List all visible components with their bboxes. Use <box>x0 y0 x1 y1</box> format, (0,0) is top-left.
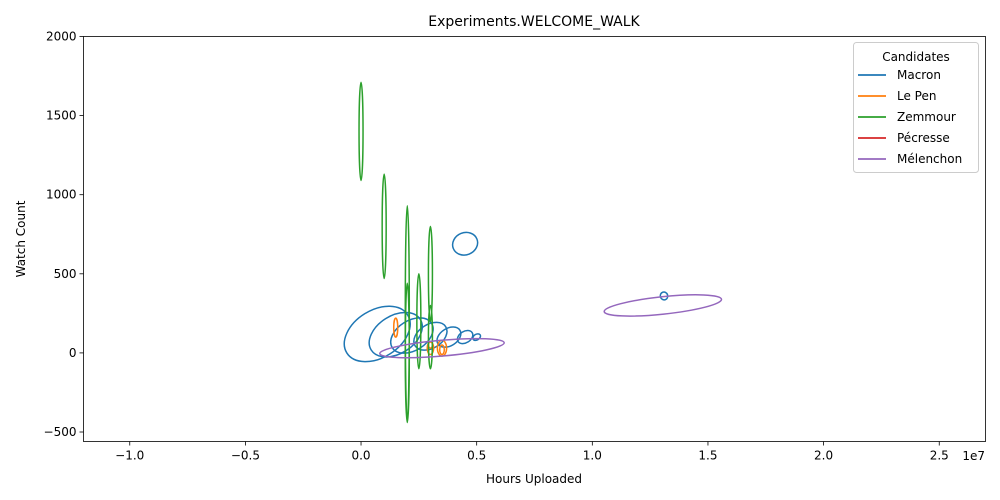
legend-title: Candidates <box>882 50 950 64</box>
legend-entry: Macron <box>897 68 941 82</box>
y-axis: −500 0 500 1000 1500 2000 <box>44 30 84 439</box>
contour-zemmour <box>381 173 387 280</box>
legend-entry: Mélenchon <box>897 152 962 166</box>
legend: Candidates Macron Le Pen Zemmour Pécresse Mé… <box>853 42 979 173</box>
y-tick-label: 500 <box>54 267 77 281</box>
contour-macron <box>456 329 474 345</box>
x-tick-label: 0.5 <box>467 449 486 463</box>
x-axis-label: Hours Uploaded <box>486 472 582 486</box>
contour-macron <box>343 305 411 363</box>
chart-title: Experiments.WELCOME_WALK <box>428 14 640 30</box>
x-tick-label: 1.5 <box>698 449 717 463</box>
contour-zemmour <box>427 304 434 370</box>
x-tick-label: 0.0 <box>351 449 370 463</box>
contour-macron <box>413 321 448 351</box>
plot-frame <box>83 36 986 442</box>
y-tick-label: 1000 <box>46 188 77 202</box>
x-tick-label: −1.0 <box>115 449 144 463</box>
x-tick-label: 2.0 <box>814 449 833 463</box>
x-tick-label: −0.5 <box>231 449 260 463</box>
legend-entry: Zemmour <box>897 110 956 124</box>
y-axis-label: Watch Count <box>14 200 28 277</box>
x-tick-label: 1.0 <box>583 449 602 463</box>
contour-mlenchon <box>603 294 723 317</box>
x-axis: −1.0 −0.5 0.0 0.5 1.0 1.5 2.0 2.5 <box>115 441 949 463</box>
y-tick-label: 1500 <box>46 109 77 123</box>
x-axis-offset-label: 1e7 <box>962 449 985 463</box>
contour-macron <box>451 231 479 256</box>
contour-zemmour <box>404 282 411 424</box>
legend-entry: Le Pen <box>897 89 936 103</box>
y-tick-label: 0 <box>69 346 77 360</box>
contour-lepen <box>438 344 446 356</box>
contour-zemmour <box>427 225 434 323</box>
x-tick-label: 2.5 <box>930 449 949 463</box>
contour-zemmour <box>358 81 364 182</box>
contour-zemmour <box>416 273 422 370</box>
contour-mlenchon <box>379 337 505 359</box>
legend-entry: Pécresse <box>897 131 950 145</box>
contour-lepen <box>392 317 399 338</box>
y-tick-label: 2000 <box>46 30 77 44</box>
contours-layer <box>343 81 723 424</box>
y-tick-label: −500 <box>44 425 77 439</box>
